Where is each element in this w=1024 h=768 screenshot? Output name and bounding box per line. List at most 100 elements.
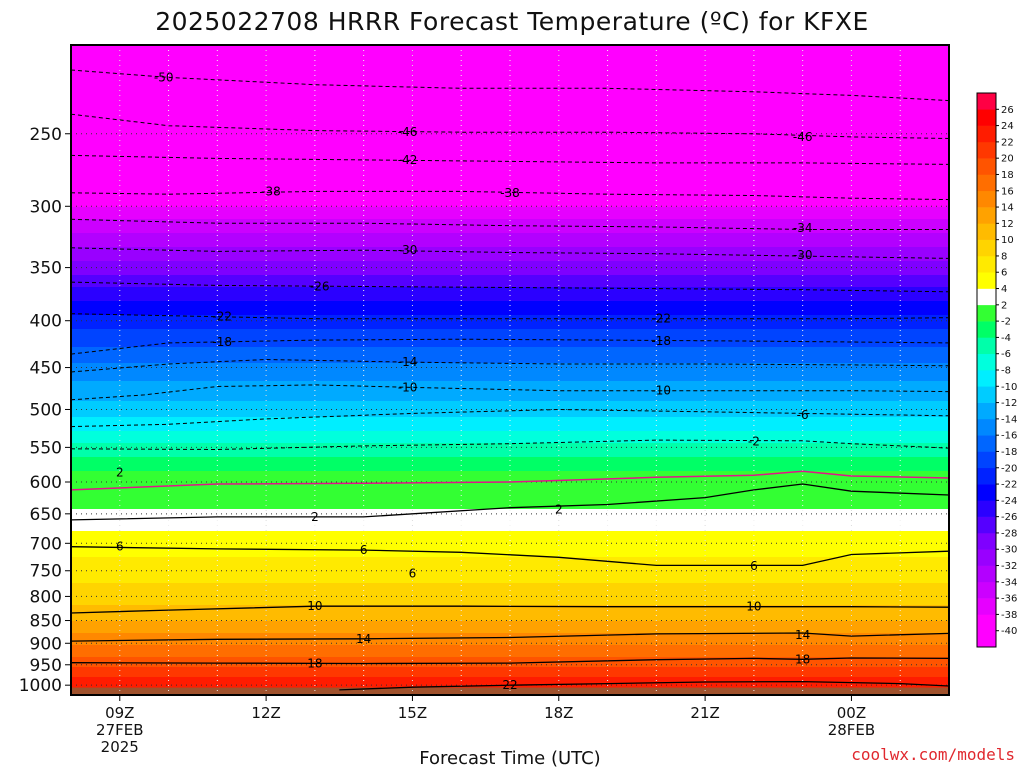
temperature-band bbox=[71, 495, 949, 498]
temperature-band bbox=[71, 177, 949, 180]
temperature-band bbox=[71, 235, 949, 238]
temperature-band bbox=[71, 497, 949, 500]
temperature-band bbox=[71, 331, 949, 334]
contour-line bbox=[71, 247, 949, 259]
temperature-band bbox=[71, 213, 949, 216]
ground-strip bbox=[71, 687, 949, 695]
contour-line bbox=[71, 154, 949, 165]
temperature-band bbox=[71, 413, 949, 416]
temperature-band bbox=[71, 515, 949, 518]
temperature-band bbox=[71, 621, 949, 624]
temperature-band bbox=[71, 517, 949, 520]
contour-label: -46 bbox=[793, 130, 813, 144]
contour-label: -2 bbox=[748, 435, 760, 449]
temperature-band bbox=[71, 611, 949, 614]
temperature-band bbox=[71, 487, 949, 490]
temperature-band bbox=[71, 137, 949, 140]
colorbar-tick-label: -34 bbox=[1001, 577, 1017, 588]
temperature-band bbox=[71, 45, 949, 48]
contour-label: 18 bbox=[307, 657, 322, 671]
temperature-band bbox=[71, 363, 949, 366]
temperature-band bbox=[71, 631, 949, 634]
contour-label: -30 bbox=[793, 248, 813, 262]
temperature-band bbox=[71, 81, 949, 84]
temperature-band bbox=[71, 181, 949, 184]
contour-label: -50 bbox=[154, 70, 174, 84]
temperature-band bbox=[71, 197, 949, 200]
temperature-band bbox=[71, 97, 949, 100]
temperature-band bbox=[71, 281, 949, 284]
temperature-band bbox=[71, 593, 949, 596]
x-tick-label: 18Z bbox=[544, 704, 573, 722]
colorbar-tick-label: -6 bbox=[1001, 349, 1011, 360]
temperature-band bbox=[71, 263, 949, 266]
contour-label: -46 bbox=[398, 125, 418, 139]
temperature-band bbox=[71, 243, 949, 246]
contour-label: -30 bbox=[398, 243, 418, 257]
temperature-band bbox=[71, 595, 949, 598]
temperature-band bbox=[71, 287, 949, 290]
colorbar-tick-label: 8 bbox=[1001, 251, 1007, 262]
contour-label: 6 bbox=[360, 543, 368, 557]
temperature-band bbox=[71, 163, 949, 166]
colorbar-swatch bbox=[977, 174, 996, 192]
colorbar-tick-label: -28 bbox=[1001, 528, 1017, 539]
y-tick-label: 250 bbox=[30, 125, 62, 145]
temperature-band bbox=[71, 355, 949, 358]
colorbar-tick-label: 10 bbox=[1001, 235, 1014, 246]
temperature-band bbox=[71, 251, 949, 254]
colorbar-swatch bbox=[977, 565, 996, 583]
temperature-band bbox=[71, 461, 949, 464]
temperature-band bbox=[71, 107, 949, 110]
temperature-band bbox=[71, 221, 949, 224]
temperature-band bbox=[71, 427, 949, 430]
temperature-band bbox=[71, 291, 949, 294]
temperature-band bbox=[71, 315, 949, 318]
temperature-band bbox=[71, 653, 949, 656]
contour-label: -22 bbox=[212, 310, 232, 324]
colorbar-tick-label: -14 bbox=[1001, 414, 1017, 425]
colorbar-tick-label: 6 bbox=[1001, 268, 1007, 279]
contour-line bbox=[71, 358, 949, 373]
temperature-band bbox=[71, 317, 949, 320]
temperature-band bbox=[71, 361, 949, 364]
contour-label: -6 bbox=[797, 408, 809, 422]
temperature-band bbox=[71, 551, 949, 554]
temperature-band bbox=[71, 313, 949, 316]
x-tick-label: 21Z bbox=[690, 704, 719, 722]
temperature-band bbox=[71, 657, 949, 660]
temperature-band bbox=[71, 651, 949, 654]
temperature-band bbox=[71, 673, 949, 676]
temperature-band bbox=[71, 175, 949, 178]
x-tick-label: 2025 bbox=[101, 738, 139, 756]
temperature-band bbox=[71, 485, 949, 488]
temperature-band bbox=[71, 457, 949, 460]
temperature-band bbox=[71, 641, 949, 644]
temperature-band bbox=[71, 601, 949, 604]
temperature-band bbox=[71, 305, 949, 308]
colorbar-tick-label: -32 bbox=[1001, 561, 1017, 572]
colorbar-tick-label: 4 bbox=[1001, 284, 1007, 295]
colorbar-tick-label: 16 bbox=[1001, 186, 1014, 197]
temperature-band bbox=[71, 207, 949, 210]
temperature-band bbox=[71, 663, 949, 666]
contour-label: 6 bbox=[409, 566, 417, 580]
colorbar-tick-label: -10 bbox=[1001, 382, 1017, 393]
temperature-band bbox=[71, 121, 949, 124]
temperature-band bbox=[71, 143, 949, 146]
temperature-band bbox=[71, 297, 949, 300]
temperature-band bbox=[71, 131, 949, 134]
temperature-band bbox=[71, 277, 949, 280]
temperature-band bbox=[71, 343, 949, 346]
temperature-band bbox=[71, 473, 949, 476]
colorbar-tick-label: -4 bbox=[1001, 333, 1011, 344]
temperature-band bbox=[71, 443, 949, 446]
contour-label: 10 bbox=[307, 599, 322, 613]
temperature-band bbox=[71, 223, 949, 226]
temperature-band bbox=[71, 51, 949, 54]
temperature-band bbox=[71, 187, 949, 190]
temperature-band bbox=[71, 677, 949, 680]
temperature-band bbox=[71, 451, 949, 454]
contour-line bbox=[71, 408, 949, 428]
temperature-band bbox=[71, 245, 949, 248]
